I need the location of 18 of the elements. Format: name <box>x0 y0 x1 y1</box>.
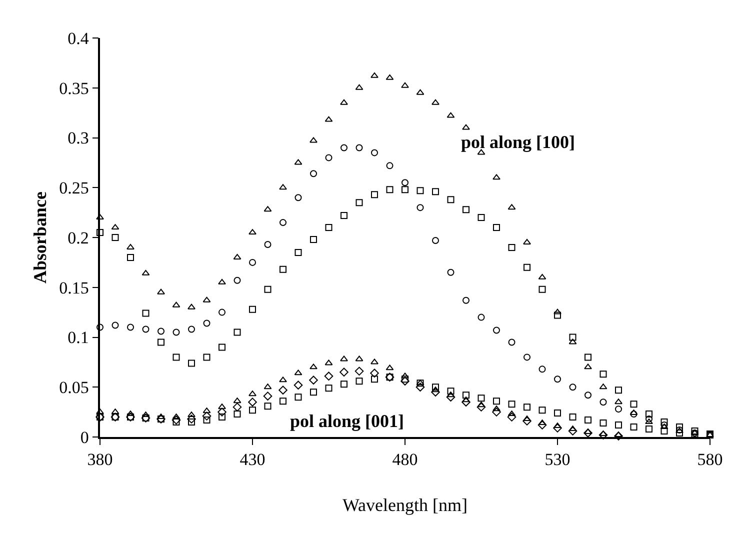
y-tick-label: 0.1 <box>68 328 89 348</box>
annotation: pol along [100] <box>461 132 576 152</box>
y-tick-label: 0.4 <box>68 28 90 48</box>
x-tick-label: 430 <box>240 450 266 470</box>
x-tick-label: 530 <box>544 450 570 470</box>
y-tick-label: 0.05 <box>59 378 89 398</box>
x-tick-label: 380 <box>87 450 113 470</box>
y-tick-label: 0.25 <box>59 178 89 198</box>
y-axis-title: Absorbance <box>30 191 50 284</box>
y-tick-label: 0.35 <box>59 78 89 98</box>
y-tick-label: 0.2 <box>68 228 89 248</box>
y-tick-label: 0.15 <box>59 278 89 298</box>
y-tick-label: 0.3 <box>68 128 89 148</box>
y-tick-label: 0 <box>80 428 89 447</box>
x-axis-title: Wavelength [nm] <box>342 494 468 515</box>
annotation: pol along [001] <box>290 411 404 431</box>
x-tick-label: 580 <box>697 450 723 470</box>
x-tick-label: 480 <box>392 450 418 470</box>
